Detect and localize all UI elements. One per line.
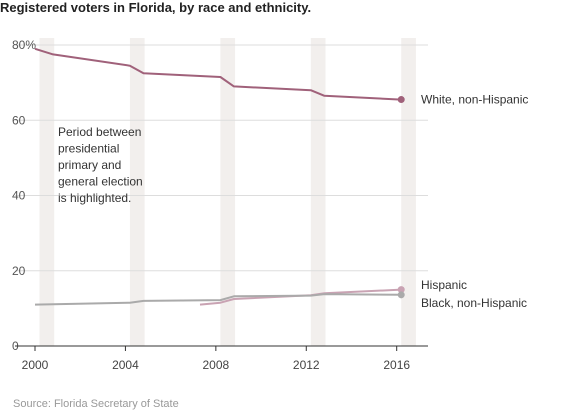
x-axis: 2000 2004 2008 2012 2016 bbox=[15, 345, 428, 372]
x-tick-label: 2008 bbox=[202, 358, 229, 372]
source-note: Source: Florida Secretary of State bbox=[13, 398, 179, 410]
highlight-band bbox=[129, 38, 145, 346]
annotation-line: presidential bbox=[58, 142, 119, 156]
series-label: White, non-Hispanic bbox=[421, 93, 528, 107]
series-end-point bbox=[397, 96, 405, 104]
highlight-band bbox=[401, 38, 416, 346]
x-tick-label: 2000 bbox=[22, 358, 49, 372]
annotation-line: Period between bbox=[58, 125, 141, 139]
x-tick-label: 2012 bbox=[293, 358, 320, 372]
highlight-band bbox=[39, 38, 55, 346]
highlight-bands bbox=[39, 38, 416, 346]
series-label: Black, non-Hispanic bbox=[421, 296, 527, 310]
series-end-point bbox=[397, 286, 405, 294]
x-tick-label: 2016 bbox=[383, 358, 410, 372]
chart-title: Registered voters in Florida, by race an… bbox=[0, 0, 312, 15]
y-tick-label: 80% bbox=[12, 38, 36, 52]
y-tick-label: 60 bbox=[12, 113, 26, 127]
annotation-line: primary and bbox=[58, 158, 121, 172]
highlight-band bbox=[220, 38, 236, 346]
series-line bbox=[199, 288, 402, 306]
series-line bbox=[34, 293, 402, 306]
y-tick-label: 20 bbox=[12, 264, 26, 278]
series-line bbox=[34, 47, 402, 101]
annotation-line: general election bbox=[58, 175, 143, 189]
highlight-band bbox=[310, 38, 326, 346]
annotation-line: is highlighted. bbox=[58, 191, 131, 205]
labels: White, non-Hispanic Hispanic Black, non-Hi… bbox=[58, 93, 528, 310]
series-lines bbox=[34, 47, 405, 306]
x-tick-label: 2004 bbox=[112, 358, 139, 372]
series-end-point bbox=[397, 291, 405, 299]
y-tick-label: 40 bbox=[12, 189, 26, 203]
series-label: Hispanic bbox=[421, 278, 467, 292]
